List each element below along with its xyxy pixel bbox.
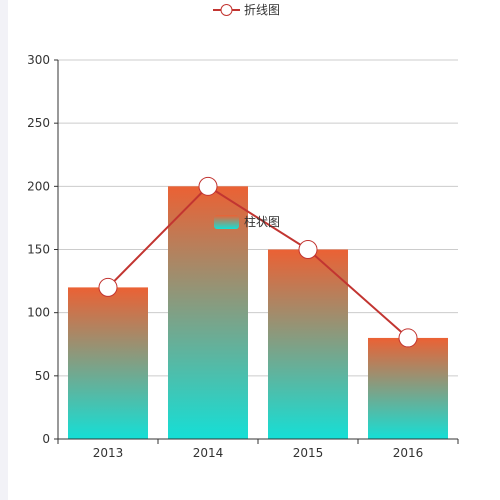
- legend-bar-icon: [214, 215, 239, 229]
- bar: [268, 249, 348, 439]
- line-point: [298, 240, 318, 259]
- y-tick-label: 300: [27, 53, 50, 67]
- x-tick-label: 2016: [393, 446, 424, 460]
- line-series: [98, 176, 418, 348]
- y-tick-label: 200: [27, 179, 50, 193]
- legend-line-label: 折线图: [244, 2, 280, 17]
- line-point: [398, 328, 418, 348]
- legend-bar-series[interactable]: 柱状图: [214, 214, 280, 229]
- legend-marker-icon: [220, 4, 233, 16]
- line-point: [198, 176, 218, 196]
- x-tick-label: 2015: [293, 446, 324, 460]
- x-tick-label: 2014: [193, 446, 224, 460]
- legend-line-series[interactable]: 折线图: [213, 2, 280, 17]
- bar: [368, 337, 448, 439]
- y-tick-label: 250: [27, 116, 50, 130]
- axes: 0 50 100 150 200 250 300 2013 2014 2015 2016: [27, 53, 459, 460]
- chart-panel: 0 50 100 150 200 250 300 2013 2014 2015 2016 折线图 柱…: [8, 0, 500, 500]
- y-tick-label: 150: [27, 243, 50, 257]
- chart-svg: 0 50 100 150 200 250 300 2013 2014 2015 2016 折线图 柱…: [27, 2, 459, 460]
- y-tick-label: 100: [27, 306, 50, 320]
- y-tick-label: 0: [42, 432, 50, 446]
- bar: [68, 287, 148, 439]
- y-tick-label: 50: [35, 369, 50, 383]
- x-tick-label: 2013: [93, 446, 124, 460]
- legend-bar-label: 柱状图: [244, 214, 280, 229]
- line-point: [98, 277, 118, 297]
- line-path: [107, 185, 409, 339]
